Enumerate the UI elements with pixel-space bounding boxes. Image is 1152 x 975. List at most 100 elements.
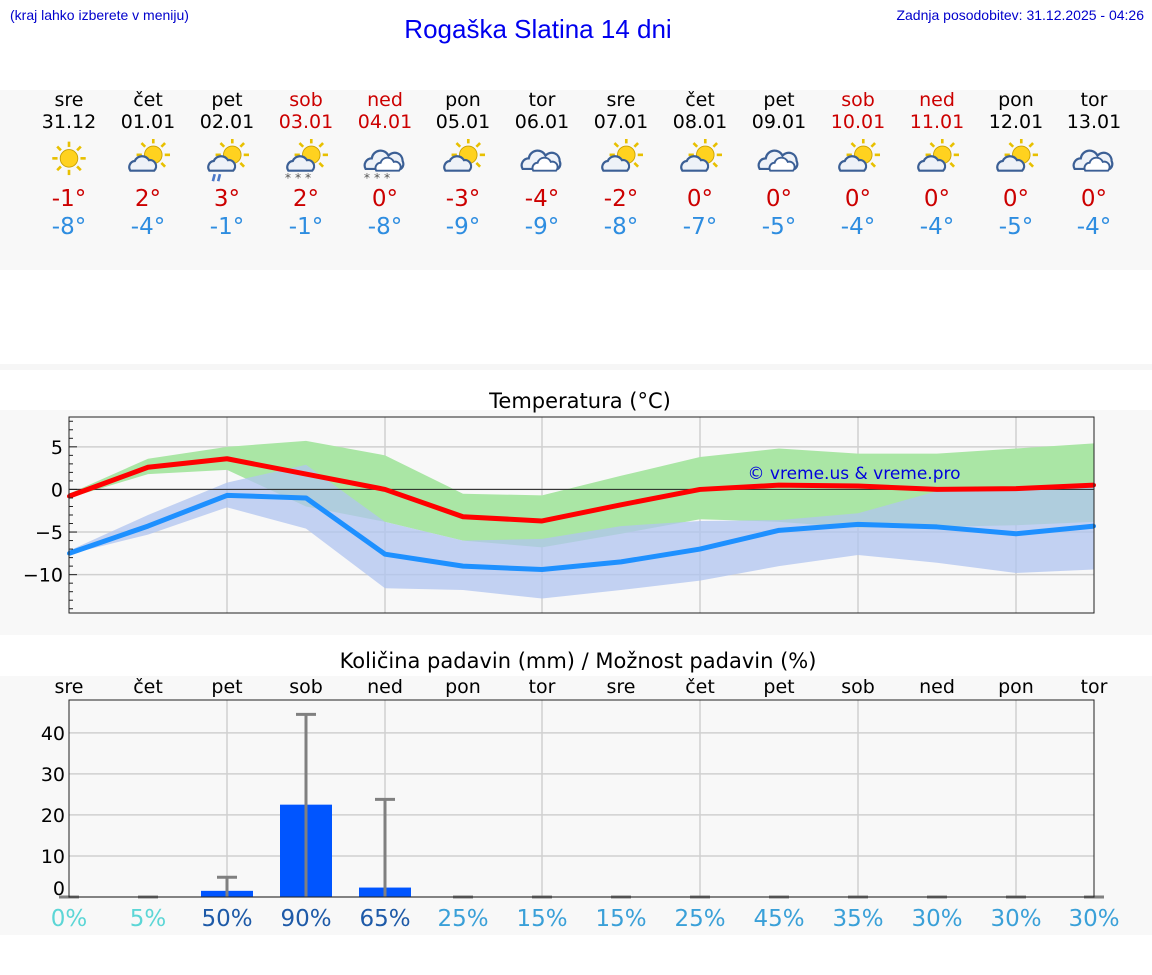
x-tick-label: pet <box>211 676 242 698</box>
day-date: 05.01 <box>435 111 491 133</box>
sun-cloud-icon <box>443 139 485 172</box>
day-name: sre <box>54 89 84 111</box>
day-column: ned 11.01 0° -4° <box>898 89 976 241</box>
plot-area <box>69 700 1094 897</box>
day-name: čet <box>133 89 163 111</box>
min-range-band <box>69 464 1094 599</box>
min-temperature: -9° <box>524 214 560 240</box>
precipitation-probability: 5% <box>130 906 167 932</box>
x-tick-label: sob <box>289 676 323 698</box>
day-date: 04.01 <box>357 111 413 133</box>
max-temperature: 3° <box>213 186 241 212</box>
max-temperature: 0° <box>1002 186 1030 212</box>
day-date: 02.01 <box>199 111 255 133</box>
max-point <box>777 483 781 488</box>
day-date: 12.01 <box>988 111 1044 133</box>
page-title: Rogaška Slatina 14 dni <box>404 14 672 44</box>
sun-cloud-icon <box>996 139 1038 172</box>
day-name: pet <box>211 89 243 111</box>
day-column: pon 05.01 -3° -9° <box>424 89 502 241</box>
last-updated: Zadnja posodobitev: 31.12.2025 - 04:26 <box>896 7 1144 23</box>
day-column: čet 08.01 0° -7° <box>661 89 739 241</box>
min-temperature: -4° <box>919 214 955 240</box>
min-temperature: -4° <box>130 214 166 240</box>
day-name: sob <box>289 89 323 111</box>
max-point <box>304 472 308 477</box>
day-name: pet <box>763 89 795 111</box>
max-temperature: 0° <box>686 186 714 212</box>
max-point <box>935 487 939 492</box>
day-date: 31.12 <box>41 111 97 133</box>
min-temperature: -4° <box>1076 214 1112 240</box>
chart-title: Temperatura (°C) <box>488 389 671 413</box>
min-point <box>777 528 781 533</box>
day-name: ned <box>919 89 955 111</box>
min-temperature: -1° <box>288 214 324 240</box>
x-tick-label: pet <box>763 676 794 698</box>
watermark: © vreme.us & vreme.pro <box>747 464 960 484</box>
min-temperature: -5° <box>761 214 797 240</box>
max-point <box>540 518 544 523</box>
svg-text:* * *: * * * <box>285 171 311 183</box>
x-tick-label: ned <box>367 676 403 698</box>
day-name: pon <box>445 89 481 111</box>
day-date: 08.01 <box>672 111 728 133</box>
min-point <box>540 567 544 572</box>
min-point <box>146 524 150 529</box>
precipitation-probability: 30% <box>1068 906 1119 932</box>
location-hint: (kraj lahko izberete v meniju) <box>10 7 189 23</box>
y-tick-label: 10 <box>41 846 65 868</box>
y-tick-label: 5 <box>51 437 63 459</box>
precipitation-probability: 65% <box>359 906 410 932</box>
max-temperature: 2° <box>292 186 320 212</box>
precipitation-probability: 45% <box>753 906 804 932</box>
max-temperature: -4° <box>524 186 560 212</box>
min-point <box>383 552 387 557</box>
max-point <box>146 465 150 470</box>
sun-cloud-rain-icon <box>207 139 249 182</box>
day-name: tor <box>1080 89 1108 111</box>
plot-frame <box>68 699 1095 898</box>
precipitation-probability: 0% <box>51 906 88 932</box>
day-column: sob 03.01 * * * 2° -1° <box>267 89 345 241</box>
sun-icon <box>52 141 86 176</box>
precipitation-probability: 15% <box>516 906 567 932</box>
cloud-icon <box>1072 149 1114 172</box>
sun-cloud-icon <box>917 139 959 172</box>
x-tick-label: sre <box>607 676 636 698</box>
min-temperature: -8° <box>603 214 639 240</box>
day-date: 01.01 <box>120 111 176 133</box>
day-date: 13.01 <box>1066 111 1122 133</box>
max-point <box>698 487 702 492</box>
max-temperature: 0° <box>923 186 951 212</box>
max-temperature: 0° <box>371 186 399 212</box>
sun-cloud-icon <box>838 139 880 172</box>
separator <box>0 364 1152 370</box>
day-column: sre 31.12 -1° -8° <box>30 89 108 241</box>
min-temperature: -4° <box>840 214 876 240</box>
day-column: pet 09.01 0° -5° <box>740 89 818 241</box>
min-point <box>619 559 623 564</box>
day-name: tor <box>528 89 556 111</box>
min-temperature: -5° <box>998 214 1034 240</box>
sun-cloud-icon <box>128 139 170 172</box>
sun-cloud-snow-icon: * * * <box>285 139 328 183</box>
day-column: pet 02.01 3° -1° <box>188 89 266 241</box>
day-column: pon 12.01 0° -5° <box>977 89 1055 241</box>
cloud-icon <box>757 149 799 172</box>
day-name: sre <box>606 89 636 111</box>
precipitation-probability: 30% <box>911 906 962 932</box>
x-tick-label: sre <box>55 676 84 698</box>
day-name: čet <box>685 89 715 111</box>
day-date: 06.01 <box>514 111 570 133</box>
day-column: tor 06.01 -4° -9° <box>503 89 581 241</box>
min-temperature: -8° <box>367 214 403 240</box>
precipitation-probability: 50% <box>201 906 252 932</box>
min-temperature: -1° <box>209 214 245 240</box>
y-tick-label: 30 <box>41 764 65 786</box>
sun-cloud-icon <box>680 139 722 172</box>
day-date: 10.01 <box>830 111 886 133</box>
max-temperature: -2° <box>603 186 639 212</box>
min-point <box>935 524 939 529</box>
precipitation-probability: 25% <box>674 906 725 932</box>
